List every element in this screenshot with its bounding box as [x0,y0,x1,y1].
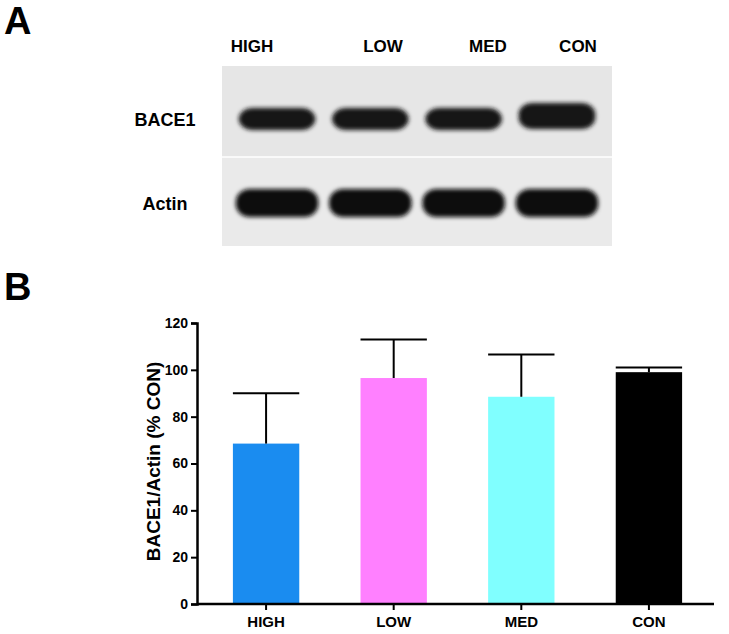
y-tick-mark [191,604,197,606]
lane-label: MED [469,37,507,56]
error-bar [361,339,427,378]
error-bar [233,393,299,443]
y-tick-mark [191,463,197,465]
plot-area [233,339,682,604]
y-tick-label: 100 [165,362,189,378]
x-tick: HIGH [247,604,285,630]
row-label: BACE1 [134,110,195,130]
y-tick: 40 [172,502,197,518]
x-tick: CON [632,604,665,630]
blot-band [422,189,505,217]
bar [361,378,427,604]
error-cap [233,392,299,394]
y-tick: 0 [180,596,197,612]
lane-label: HIGH [231,37,274,56]
x-axis-line [197,603,714,606]
y-tick-label: 40 [172,502,188,518]
y-tick-label: 120 [165,315,189,331]
y-tick: 80 [172,409,197,425]
bar [616,372,682,604]
x-tick-label: HIGH [247,613,285,630]
row-label: Actin [143,194,188,214]
error-stem [520,355,522,397]
y-tick: 60 [172,455,197,471]
lane-label: CON [559,37,597,56]
figure: A B HIGH LOW MED CON BACE1 Actin 0 20 40 60 80 100 120… [0,0,729,634]
blot-band [516,189,599,217]
blot-strip [222,157,612,246]
error-bar [488,355,554,397]
x-tick-label: CON [632,613,665,630]
y-tick-mark [191,510,197,512]
y-tick: 20 [172,549,197,565]
blot-band [425,108,502,130]
x-tick-mark [393,604,395,610]
y-tick-label: 60 [172,455,188,471]
x-tick-mark [265,604,267,610]
y-axis: 0 20 40 60 80 100 120 [165,315,198,612]
y-tick-mark [191,369,197,371]
x-tick: LOW [376,604,412,630]
error-stem [393,339,395,378]
y-tick: 100 [165,362,197,378]
y-tick: 120 [165,315,197,331]
x-tick-label: LOW [376,613,412,630]
blot-band [332,108,409,130]
x-tick-mark [648,604,650,610]
error-cap [361,338,427,340]
y-tick-mark [191,557,197,559]
y-tick-label: 0 [180,596,188,612]
y-axis-line [191,324,198,605]
blot-divider [222,156,612,158]
blot-band [519,103,596,129]
panel-label: B [4,266,31,308]
blot [222,66,612,246]
error-bar [616,367,682,372]
panel-label: A [4,0,31,42]
blot-band [329,189,412,217]
error-cap [616,366,682,368]
x-tick: MED [505,604,539,630]
lane-label: LOW [363,37,404,56]
bar [233,444,299,604]
y-tick-mark [191,323,197,325]
y-tick-label: 20 [172,549,188,565]
x-tick-mark [520,604,522,610]
y-tick-label: 80 [172,409,188,425]
x-tick-label: MED [505,613,539,630]
bar [488,397,554,604]
x-axis: HIGH LOW MED CON [197,604,714,630]
error-stem [265,393,267,443]
y-axis-title: BACE1/Actin (% CON) [143,362,164,562]
y-tick-mark [191,416,197,418]
blot-band [236,189,319,217]
error-cap [488,354,554,356]
blot-band [239,108,316,130]
blot-strip [222,66,612,157]
